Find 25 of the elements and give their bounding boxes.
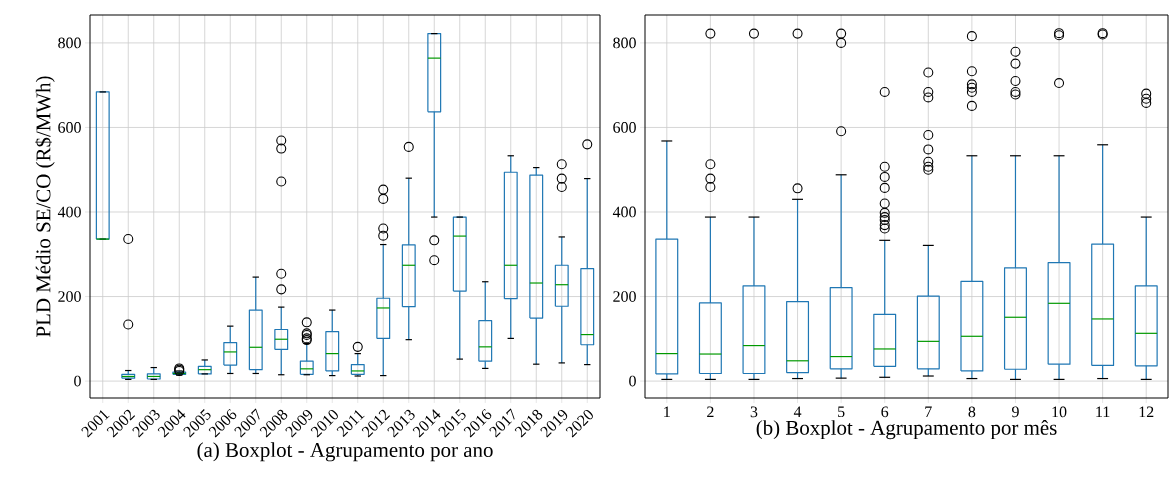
y-tick-label: 600: [613, 122, 636, 133]
x-tick-label: 1: [664, 406, 670, 418]
x-tick-label: 5: [838, 406, 845, 418]
x-tick-label: 3: [750, 406, 758, 418]
x-tick-label: 2: [707, 406, 714, 418]
y-tick-label: 800: [613, 37, 636, 49]
x-tick-label: 10: [1052, 406, 1067, 418]
x-tick-label: 8: [968, 406, 976, 418]
x-tick-label: 12: [1139, 406, 1154, 418]
y-tick-label: 200: [58, 291, 81, 302]
y-axis-title: PLD Médio SE/CO (R$/MWh): [35, 76, 55, 337]
y-tick-label: 800: [58, 37, 81, 49]
y-tick-label: 400: [612, 206, 636, 218]
y-tick-label: 200: [613, 291, 636, 302]
x-tick-label: 11: [1096, 406, 1110, 418]
x-axis-title: (b) Boxplot - Agrupamento por mês: [756, 420, 1057, 440]
x-tick-label: 9: [1012, 406, 1019, 418]
x-tick-label: 7: [925, 406, 932, 417]
y-tick-label: 0: [629, 375, 636, 387]
x-axis-title: (a) Boxplot - Agrupamento por ano: [197, 442, 493, 462]
y-tick-label: 400: [57, 206, 81, 218]
x-tick-label: 6: [881, 406, 889, 418]
x-tick-label: 4: [793, 406, 802, 417]
y-tick-label: 0: [74, 375, 81, 387]
y-tick-label: 600: [58, 122, 81, 133]
